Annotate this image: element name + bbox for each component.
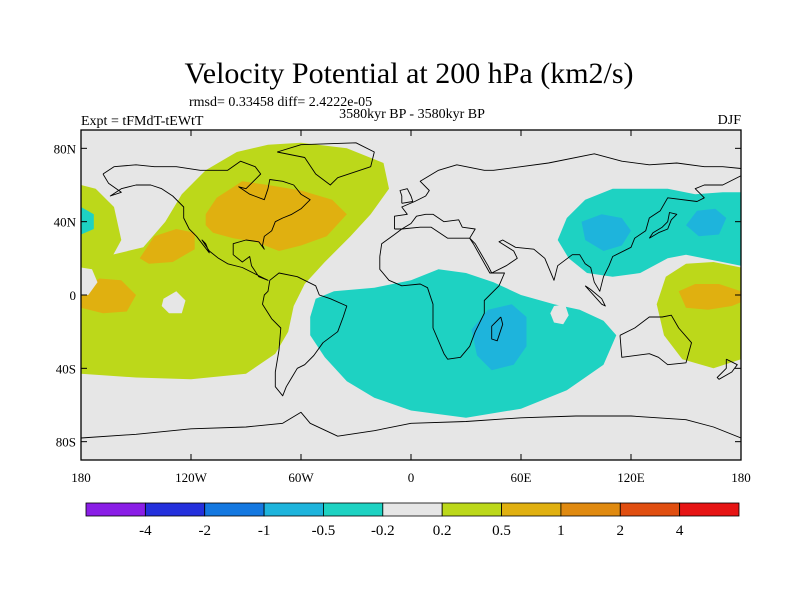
colorbar-label: -1 [258,523,271,539]
x-tick-label: 60W [288,470,314,485]
colorbar-label: 0.5 [492,523,511,539]
colorbar-label: -2 [198,523,211,539]
y-tick-label: 0 [70,288,77,303]
colorbar-swatch [441,502,502,517]
region-negative-0.5-1-madagascar [471,304,527,371]
contour-regions [81,142,741,418]
greenland-coastline [277,142,375,186]
colorbar-label: -4 [139,523,152,539]
x-tick-label: 120W [175,470,208,485]
region-neutral-hole-central-pacific [81,267,98,295]
region-negative-0.2-0.5-africa-indian-ocean [310,269,617,418]
colorbar-label: 1 [557,523,565,539]
uk-coastline [399,188,414,204]
region-positive-0.5-1-west-pacific [678,284,741,310]
region-positive-0.5-1-mexico [139,229,195,264]
y-axis-ticks: 80N 40N 0 40S 80S [54,141,741,450]
colorbar-swatch [679,502,740,517]
colorbar-swatch [263,502,324,517]
experiment-label: Expt = tFMdT-tEWtT [81,114,204,129]
y-tick-label: 80S [56,435,76,450]
season-label: DJF [718,113,742,128]
borneo-sumatra-coastline [584,285,606,307]
colorbar-label: -0.5 [312,523,336,539]
x-tick-label: 180 [731,470,751,485]
colorbar: -4 -2 -1 -0.5 -0.2 0.2 0.5 1 2 4 [85,502,740,539]
region-neutral-hole-east-pacific [161,291,186,314]
colorbar-label: 4 [676,523,684,539]
x-tick-label: 60E [511,470,532,485]
colorbar-swatch [323,502,384,517]
region-negative-0.2-0.5-pacific-edge [81,207,94,235]
colorbar-swatch [204,502,265,517]
colorbar-label: -0.2 [371,523,395,539]
y-tick-label: 80N [54,141,77,156]
stats-text: rmsd= 0.33458 diff= 2.4222e-05 [189,95,372,110]
x-tick-label: 180 [71,470,91,485]
antarctica-coastline [81,411,741,439]
x-tick-label: 0 [408,470,415,485]
new-zealand-coastline [716,358,738,380]
region-positive-0.5-1-east-pacific [81,278,136,314]
region-positive-0.2-0.5-north-pacific-tongue [81,185,122,261]
south-america-coastline [262,272,348,397]
region-negative-0.2-0.5-asia [557,188,741,277]
coastlines [81,142,741,439]
region-negative-0.5-1-se-asia [581,214,631,251]
japan-coastline [648,212,678,239]
period-label: 3580kyr BP - 3580kyr BP [339,107,485,122]
x-tick-label: 120E [617,470,645,485]
eurasia-coastline [394,153,741,292]
region-positive-0.5-1-north-america [205,181,347,251]
y-tick-label: 40N [54,215,77,230]
colorbar-label: 0.2 [433,523,452,539]
north-america-coastline [102,160,311,281]
colorbar-swatch [619,502,681,517]
chart-title: Velocity Potential at 200 hPa (km2/s) [184,57,633,90]
colorbar-swatch [144,502,206,517]
region-neutral-hole-indian-ocean [550,304,569,325]
colorbar-swatch [501,502,562,517]
australia-coastline [619,314,692,366]
madagascar-coastline [491,316,504,342]
region-negative-0.5-1-nw-pacific [686,208,727,237]
y-tick-label: 40S [56,361,76,376]
colorbar-swatch [560,502,621,517]
colorbar-swatch [85,502,146,517]
colorbar-swatch [382,502,443,517]
x-axis-ticks: 180 120W 60W 0 60E 120E 180 [71,130,751,485]
africa-coastline [379,226,505,360]
colorbar-label: 2 [617,523,625,539]
